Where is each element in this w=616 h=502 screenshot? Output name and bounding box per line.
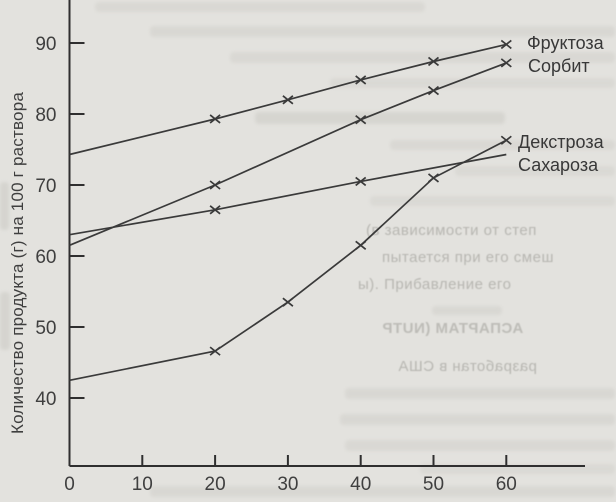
ghost-text-smudge: [370, 196, 615, 206]
x-marker: [500, 135, 512, 145]
ghost-text-smudge: [455, 166, 615, 176]
y-tick-label: 40: [35, 389, 56, 410]
x-tick-label: 30: [277, 474, 298, 495]
x-marker: [355, 176, 367, 187]
x-marker: [282, 95, 294, 105]
x-marker: [355, 115, 367, 125]
x-tick-label: 50: [423, 474, 444, 495]
x-marker: [209, 205, 221, 215]
x-tick-label: 40: [350, 474, 371, 495]
ghost-text-fragment: ы). Прибавление его: [358, 276, 512, 293]
ghost-text-smudge: [150, 486, 615, 497]
series-line-Сорбит: [69, 62, 507, 247]
x-tick-label: 10: [132, 474, 153, 495]
series-line-Сахароза: [69, 153, 507, 236]
y-tick-label: 60: [35, 247, 56, 268]
y-tick-label: 80: [35, 105, 56, 126]
ghost-text-smudge: [0, 292, 10, 350]
series-label-Сахароза: Сахароза: [518, 155, 599, 175]
ghost-text-fragment: пытается при его смеш: [382, 249, 554, 266]
x-marker: [355, 240, 367, 251]
x-marker: [209, 346, 221, 356]
y-axis-title: Количество продукта (г) на 100 г раствор…: [8, 92, 27, 434]
x-marker: [500, 39, 512, 50]
ghost-text-smudge: [0, 182, 9, 230]
ghost-text-smudge: [340, 414, 615, 425]
ghost-text-smudge: [330, 78, 615, 88]
series-line-Декстроза: [69, 139, 507, 382]
ghost-text-smudge: [345, 440, 615, 451]
x-tick-label: 20: [205, 474, 226, 495]
series-label-Сорбит: Сорбит: [528, 56, 590, 76]
ghost-text-fragment: (в зависимости от степ: [366, 222, 537, 239]
series-line-Фруктоза: [69, 43, 507, 156]
ghost-text-smudge: [95, 2, 425, 12]
x-marker: [209, 114, 221, 124]
ghost-text-smudge: [255, 112, 505, 124]
ghost-text-smudge: [390, 140, 615, 150]
x-marker: [427, 56, 440, 67]
series-label-Декстроза: Декстроза: [518, 132, 605, 152]
ghost-text-smudge: [230, 52, 615, 63]
ghost-text-smudge: [150, 26, 615, 37]
y-tick-label: 90: [35, 34, 56, 55]
x-marker: [282, 297, 294, 307]
x-marker: [355, 75, 367, 85]
y-tick-label: 70: [35, 176, 56, 197]
x-marker: [500, 58, 512, 68]
y-tick-label: 50: [35, 318, 56, 339]
x-tick-label: 60: [496, 474, 517, 495]
x-marker: [209, 180, 221, 190]
ghost-text-smudge: [432, 306, 502, 315]
x-tick-label: 0: [64, 474, 75, 495]
x-marker: [427, 85, 440, 96]
x-marker: [427, 173, 440, 183]
ghost-text-smudge: [345, 388, 615, 399]
axes: [68, 0, 585, 467]
series-label-Фруктоза: Фруктоза: [527, 33, 605, 53]
ghost-text-smudge: [420, 464, 615, 474]
